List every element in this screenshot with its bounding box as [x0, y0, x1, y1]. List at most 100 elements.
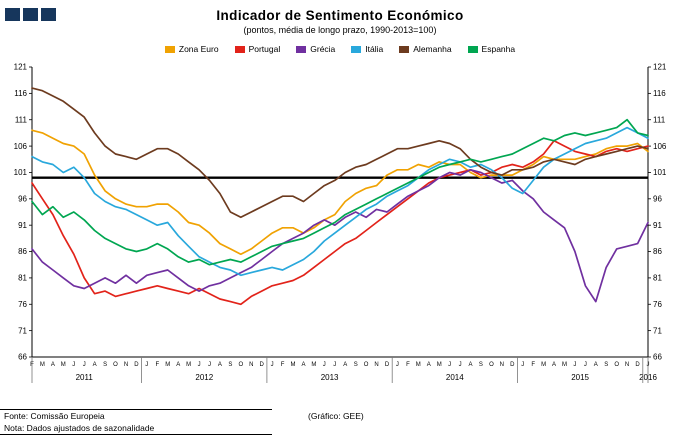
svg-text:D: D [510, 362, 515, 368]
svg-text:96: 96 [18, 195, 27, 204]
svg-text:71: 71 [18, 326, 27, 335]
footer-divider-top [0, 409, 272, 410]
legend-label: Itália [365, 44, 384, 54]
svg-text:S: S [604, 362, 608, 368]
svg-text:J: J [83, 362, 86, 368]
svg-text:F: F [155, 362, 159, 368]
svg-text:F: F [281, 362, 285, 368]
source-text: Fonte: Comissão Europeia [4, 411, 105, 421]
svg-text:J: J [396, 362, 399, 368]
chart-canvas: 66 66 71 71 76 76 81 81 86 86 91 91 96 96 101 101 106 106… [14, 63, 667, 383]
svg-text:81: 81 [653, 274, 662, 283]
svg-text:J: J [333, 362, 336, 368]
svg-text:N: N [249, 362, 253, 368]
svg-text:111: 111 [15, 115, 28, 124]
svg-text:A: A [594, 362, 598, 368]
svg-text:76: 76 [18, 300, 27, 309]
credit-text: (Gráfico: GEE) [308, 411, 364, 421]
svg-text:106: 106 [14, 142, 28, 151]
svg-text:M: M [291, 362, 296, 368]
svg-text:A: A [176, 362, 180, 368]
svg-text:N: N [124, 362, 128, 368]
logo-square-icon [5, 8, 20, 21]
svg-text:O: O [364, 362, 369, 368]
svg-text:M: M [437, 362, 442, 368]
logo [5, 8, 56, 21]
legend-item: Espanha [467, 44, 516, 54]
svg-text:106: 106 [653, 142, 667, 151]
svg-text:2014: 2014 [446, 373, 464, 382]
svg-text:96: 96 [653, 195, 662, 204]
legend-swatch-icon [164, 45, 175, 53]
svg-text:J: J [208, 362, 211, 368]
svg-text:A: A [427, 362, 431, 368]
svg-text:F: F [406, 362, 410, 368]
svg-text:116: 116 [653, 89, 666, 98]
svg-text:J: J [72, 362, 75, 368]
svg-text:O: O [238, 362, 243, 368]
svg-text:2015: 2015 [571, 373, 589, 382]
svg-text:121: 121 [14, 63, 28, 72]
svg-text:N: N [374, 362, 378, 368]
legend-swatch-icon [467, 45, 478, 53]
legend-swatch-icon [399, 45, 410, 53]
svg-text:D: D [385, 362, 390, 368]
svg-text:S: S [479, 362, 483, 368]
svg-text:76: 76 [653, 300, 662, 309]
svg-text:J: J [584, 362, 587, 368]
svg-text:S: S [103, 362, 107, 368]
svg-text:O: O [614, 362, 619, 368]
chart-legend: Zona Euro Portugal Grécia Itália Alemanha Esp… [0, 43, 680, 55]
svg-text:J: J [271, 362, 274, 368]
svg-text:D: D [635, 362, 640, 368]
svg-text:M: M [416, 362, 421, 368]
legend-item: Zona Euro [164, 44, 219, 54]
legend-label: Portugal [248, 44, 281, 54]
svg-text:A: A [93, 362, 97, 368]
svg-text:116: 116 [14, 89, 27, 98]
legend-item: Portugal [234, 44, 281, 54]
svg-text:J: J [521, 362, 524, 368]
svg-text:A: A [301, 362, 305, 368]
svg-text:66: 66 [18, 353, 27, 362]
svg-text:2013: 2013 [321, 373, 339, 382]
svg-text:A: A [552, 362, 556, 368]
svg-text:M: M [541, 362, 546, 368]
legend-label: Zona Euro [178, 44, 219, 54]
legend-item: Itália [351, 44, 383, 54]
legend-item: Grécia [296, 44, 335, 54]
svg-text:J: J [448, 362, 451, 368]
legend-label: Espanha [481, 44, 516, 54]
svg-text:S: S [354, 362, 358, 368]
svg-text:J: J [198, 362, 201, 368]
svg-text:86: 86 [18, 247, 27, 256]
chart-title: Indicador de Sentimento Económico [216, 8, 464, 23]
svg-text:N: N [625, 362, 629, 368]
svg-text:M: M [562, 362, 567, 368]
svg-text:A: A [51, 362, 55, 368]
svg-text:F: F [531, 362, 535, 368]
svg-text:121: 121 [653, 63, 667, 72]
svg-text:91: 91 [18, 221, 27, 230]
svg-text:J: J [323, 362, 326, 368]
svg-text:71: 71 [653, 326, 662, 335]
legend-swatch-icon [296, 45, 307, 53]
svg-text:M: M [61, 362, 66, 368]
svg-text:O: O [489, 362, 494, 368]
svg-text:86: 86 [653, 247, 662, 256]
legend-swatch-icon [234, 45, 245, 53]
note-text: Nota: Dados ajustados de sazonalidade [4, 423, 155, 433]
svg-text:O: O [113, 362, 118, 368]
footer-divider-bottom [0, 434, 272, 435]
svg-text:M: M [40, 362, 45, 368]
svg-text:M: M [186, 362, 191, 368]
svg-text:N: N [500, 362, 504, 368]
logo-square-icon [23, 8, 38, 21]
chart-footer: Fonte: Comissão Europeia (Gráfico: GEE) … [0, 409, 680, 435]
svg-text:81: 81 [18, 274, 27, 283]
legend-item: Alemanha [399, 44, 452, 54]
legend-label: Grécia [310, 44, 336, 54]
svg-text:M: M [165, 362, 170, 368]
chart-subtitle: (pontos, média de longo prazo, 1990-2013… [243, 25, 437, 35]
